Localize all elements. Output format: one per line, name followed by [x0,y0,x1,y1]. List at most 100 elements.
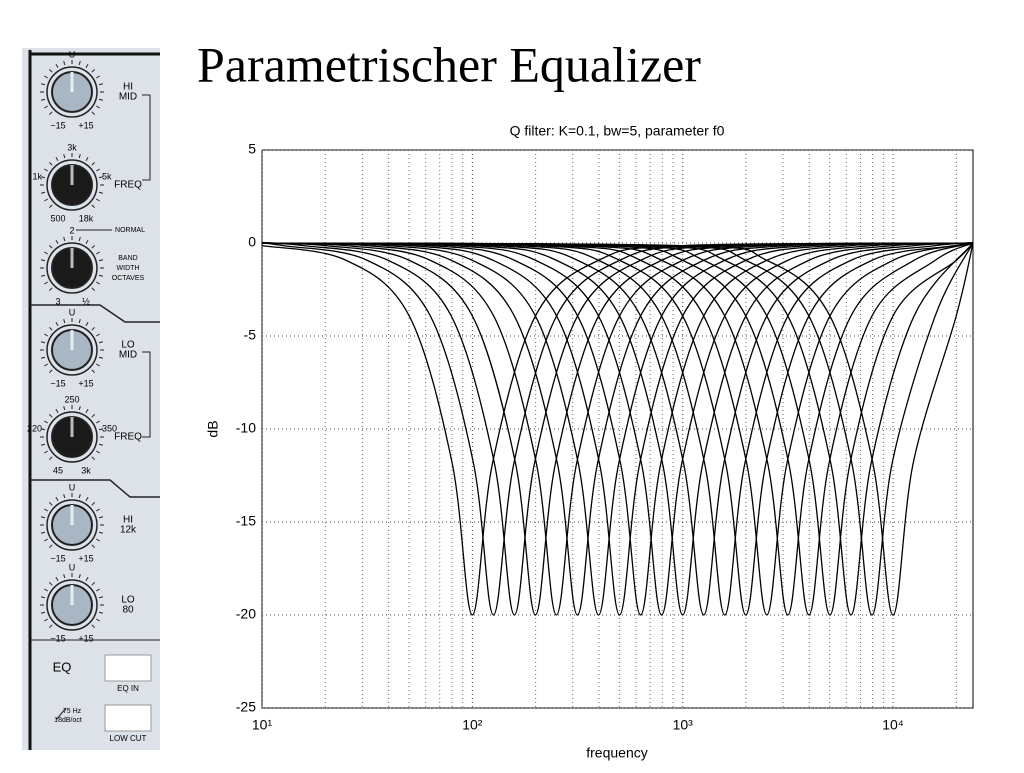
filter-curve [261,242,974,616]
knob-scale [78,60,81,66]
knob-scale [49,582,53,586]
knob-top: 250 [64,394,79,404]
knob-scale [49,456,53,460]
knob-label: FREQ [114,432,142,443]
knob-label: FREQ [114,180,142,191]
low-cut-button[interactable] [104,704,152,732]
y-tick-label: -10 [236,420,256,436]
knob-scale [91,111,95,115]
knob-scale [91,502,95,506]
filter-curve [261,242,974,616]
knob-scale [49,162,53,166]
x-tick-label: 10³ [673,717,694,733]
knob-scale [40,176,46,179]
knob-scale [91,582,95,586]
knob-label: MID [119,350,137,361]
eq-label: EQ [53,659,72,674]
knob-scale [78,236,81,242]
knob-scale [63,405,66,411]
knob-scale [85,64,89,69]
knob-scale [91,414,95,418]
cut-freq: 75 Hz [63,708,82,715]
knob-scale [98,341,104,344]
knob-scale [55,157,59,162]
knob-scale [44,168,49,172]
knob-top: U [69,562,76,572]
knob-scale [95,168,100,172]
knob-scale [44,588,49,592]
knob-top: U [69,49,76,59]
knob-scale [91,162,95,166]
knob-scale [63,493,66,499]
knob-label: WIDTH [117,265,140,272]
cut-slope: 18dB/oct [54,717,82,724]
knob-left: 220 [27,423,42,433]
knob-scale [98,428,104,431]
knob-scale [91,287,95,291]
knob-ring [46,579,98,631]
knob-scale [40,98,46,101]
knob-bottom-left: 45 [53,465,63,475]
knob-scale [44,105,49,109]
knob-scale [95,333,100,337]
filter-curve [261,242,974,616]
knob-bottom-right: 18k [79,213,94,223]
filter-curve [261,242,974,616]
knob-scale [40,356,46,359]
knob-scale [40,516,46,519]
knob-scale [55,409,59,414]
knob-scale [91,204,95,208]
knob-label: BAND [118,255,137,262]
knob-scale [95,363,100,367]
knob-scale [49,69,53,73]
y-tick-label: 5 [248,141,256,157]
knob-scale [44,75,49,79]
filter-curve [261,242,974,616]
knob-scale [98,259,104,262]
knob-top: 3k [67,142,77,152]
slide-title: Parametrischer Equalizer [197,36,701,92]
y-tick-label: -15 [236,513,256,529]
knob-scale [95,450,100,454]
knob-label: HI [123,82,133,93]
low-cut-label: LOW CUT [110,734,147,743]
panel-separator [30,479,160,498]
slope-icon [55,707,67,721]
panel-separator [30,304,160,323]
bracket [142,94,151,181]
knob-label: OCTAVES [112,275,145,282]
knob-ring [46,411,98,463]
knob-scale [49,204,53,208]
knob-top: U [69,482,76,492]
knob-scale [95,281,100,285]
knob-scale [44,333,49,337]
knob-scale [40,83,46,86]
knob-scale [44,251,49,255]
filter-curve [261,242,974,616]
filter-curve [261,242,974,616]
filter-curve [261,242,974,616]
knob-scale [85,157,89,162]
filter-curve [261,242,974,616]
knob-scale [98,596,104,599]
knob-bottom-right: 3k [81,465,91,475]
knob-scale [49,544,53,548]
knob-scale [78,573,81,579]
knob-scale [85,409,89,414]
knob-scale [85,577,89,582]
eq-in-button[interactable] [104,654,152,682]
knob-scale [40,611,46,614]
knob-bottom-right: ½ [82,296,90,306]
knob-note: NORMAL [115,227,145,234]
y-axis-label: dB [205,420,221,437]
knob-scale [98,274,104,277]
knob-scale [98,176,104,179]
knob-scale [91,327,95,331]
knob-bottom-left: −15 [50,553,65,563]
knob-scale [95,198,100,202]
knob-scale [98,83,104,86]
knob-scale [55,240,59,245]
filter-curve [261,242,974,616]
knob-scale [49,287,53,291]
